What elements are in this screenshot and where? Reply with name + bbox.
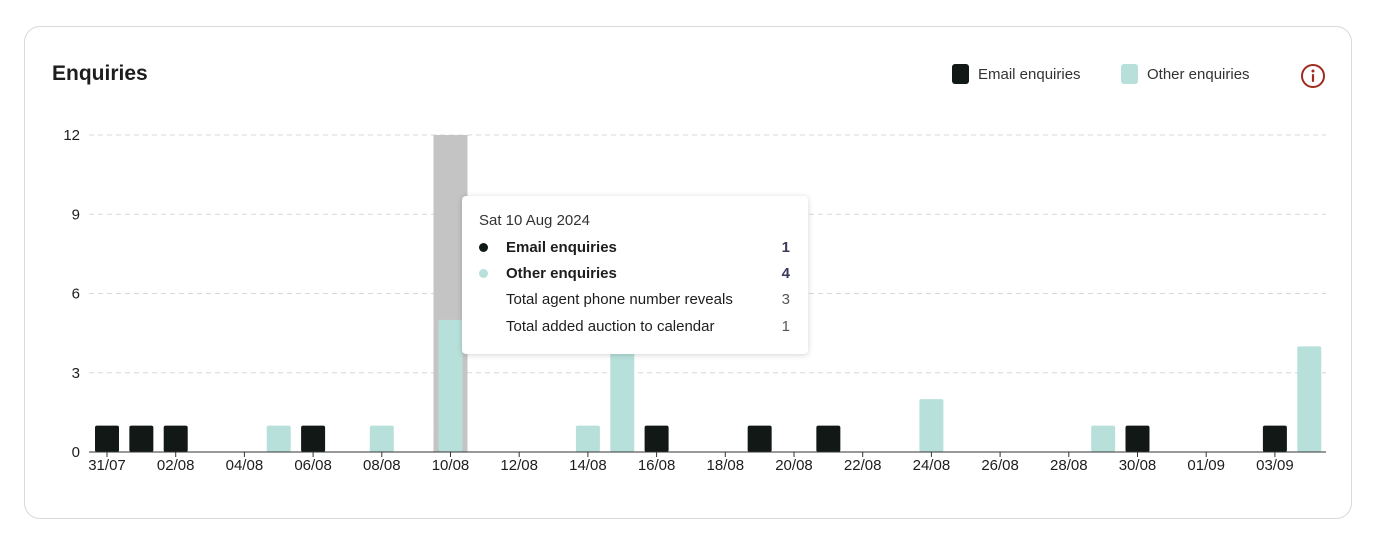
tooltip-dot-other bbox=[479, 268, 488, 278]
x-tick-label: 20/08 bbox=[775, 457, 813, 474]
bar-email bbox=[129, 425, 154, 452]
bar-email bbox=[747, 425, 772, 452]
bar-email bbox=[1125, 425, 1150, 452]
bar-email bbox=[95, 425, 119, 452]
x-tick-label: 18/08 bbox=[707, 457, 745, 474]
x-tick-label: 02/08 bbox=[157, 457, 195, 474]
x-tick-label: 26/08 bbox=[981, 457, 1019, 474]
tooltip-row-other: Other enquiries 4 bbox=[479, 263, 790, 283]
x-tick-label: 28/08 bbox=[1050, 457, 1088, 474]
x-tick-label: 01/09 bbox=[1187, 457, 1225, 474]
bar-other bbox=[438, 319, 463, 452]
bar-email bbox=[816, 425, 841, 452]
tooltip-row-phone-reveals: Total agent phone number reveals 3 bbox=[479, 289, 790, 309]
tooltip-value-phone-reveals: 3 bbox=[781, 290, 790, 308]
x-tick-label: 10/08 bbox=[432, 457, 470, 474]
bar-other bbox=[1091, 425, 1116, 452]
x-tick-label: 22/08 bbox=[844, 457, 882, 474]
x-tick-label: 06/08 bbox=[294, 457, 332, 474]
y-tick-label: 12 bbox=[63, 127, 80, 144]
tooltip-value-other: 4 bbox=[781, 264, 790, 282]
info-circle-icon[interactable] bbox=[1300, 63, 1326, 89]
tooltip-value-email: 1 bbox=[781, 238, 790, 256]
y-tick-label: 0 bbox=[72, 444, 80, 461]
x-tick-label: 04/08 bbox=[226, 457, 264, 474]
bar-other bbox=[575, 425, 600, 452]
legend-label-email: Email enquiries bbox=[978, 65, 1081, 83]
legend-item-email[interactable]: Email enquiries bbox=[952, 64, 1081, 84]
bar-email bbox=[644, 425, 669, 452]
legend-swatch-other bbox=[1121, 64, 1138, 84]
x-tick-label: 31/07 bbox=[88, 457, 126, 474]
y-tick-label: 9 bbox=[72, 206, 80, 223]
legend-label-other: Other enquiries bbox=[1147, 65, 1250, 83]
x-tick-label: 12/08 bbox=[500, 457, 538, 474]
legend-item-other[interactable]: Other enquiries bbox=[1121, 64, 1250, 84]
x-tick-label: 03/09 bbox=[1256, 457, 1294, 474]
tooltip-row-auction-calendar: Total added auction to calendar 1 bbox=[479, 316, 790, 336]
tooltip-dot-email bbox=[479, 242, 488, 252]
tooltip-label-other: Other enquiries bbox=[506, 264, 617, 282]
tooltip-date: Sat 10 Aug 2024 bbox=[479, 212, 590, 229]
x-tick-label: 30/08 bbox=[1119, 457, 1157, 474]
bar-email bbox=[163, 425, 188, 452]
y-tick-label: 6 bbox=[72, 286, 80, 303]
x-tick-label: 24/08 bbox=[913, 457, 951, 474]
y-tick-label: 3 bbox=[72, 365, 80, 382]
chart-tooltip: Sat 10 Aug 2024 Email enquiries 1 Other … bbox=[462, 196, 808, 354]
legend-swatch-email bbox=[952, 64, 969, 84]
tooltip-value-auction-calendar: 1 bbox=[781, 317, 790, 335]
bar-other bbox=[266, 425, 291, 452]
bar-other bbox=[610, 346, 635, 452]
x-tick-label: 14/08 bbox=[569, 457, 607, 474]
x-tick-label: 08/08 bbox=[363, 457, 401, 474]
chart-title: Enquiries bbox=[52, 62, 148, 85]
tooltip-label-phone-reveals: Total agent phone number reveals bbox=[506, 290, 733, 308]
bar-email bbox=[1262, 425, 1287, 452]
bar-other bbox=[1297, 346, 1322, 452]
tooltip-label-email: Email enquiries bbox=[506, 238, 617, 256]
bar-email bbox=[301, 425, 326, 452]
tooltip-row-email: Email enquiries 1 bbox=[479, 237, 790, 257]
bar-other bbox=[369, 425, 394, 452]
x-tick-label: 16/08 bbox=[638, 457, 676, 474]
tooltip-label-auction-calendar: Total added auction to calendar bbox=[506, 317, 715, 335]
bar-other bbox=[919, 399, 944, 452]
